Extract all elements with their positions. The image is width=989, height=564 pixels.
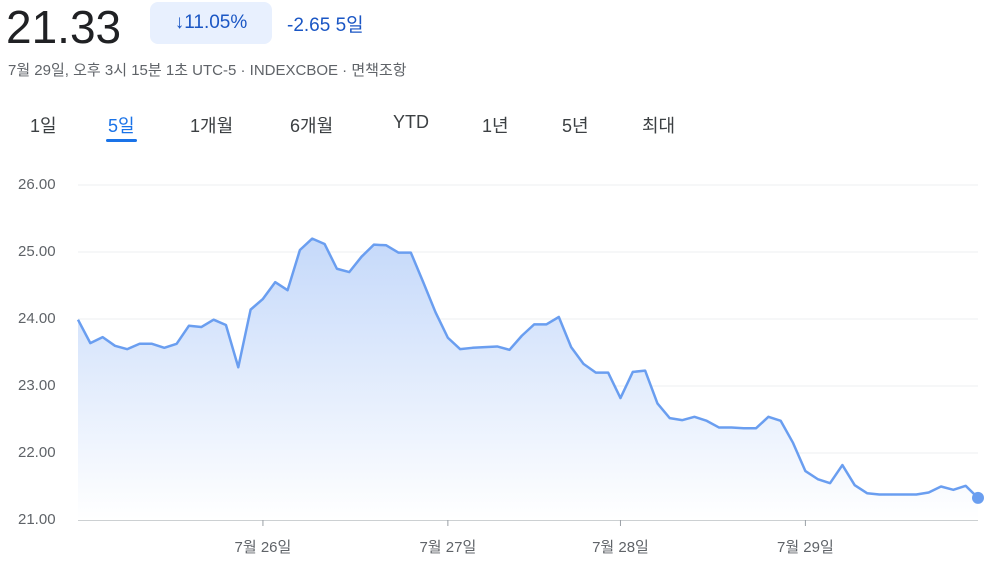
down-arrow: ↓ xyxy=(174,12,185,33)
range-tab[interactable]: 6개월 xyxy=(290,116,334,136)
area-fill xyxy=(78,238,978,520)
range-tab[interactable]: 1개월 xyxy=(190,116,234,136)
y-tick-label: 25.00 xyxy=(18,243,56,260)
x-tick-label: 7월 27일 xyxy=(419,539,476,556)
change-value: -2.65 xyxy=(287,15,331,36)
y-tick-label: 21.00 xyxy=(18,511,56,528)
range-tab[interactable]: 최대 xyxy=(642,116,676,136)
last-point xyxy=(972,491,984,504)
y-tick-label: 26.00 xyxy=(18,176,56,193)
period: 5일 xyxy=(335,15,364,36)
change-pct: 11.05% xyxy=(184,12,248,33)
range-tab[interactable]: YTD xyxy=(393,112,429,132)
range-tab[interactable]: 5년 xyxy=(562,116,589,136)
change: -2.65 5일 xyxy=(287,10,364,37)
y-tick-label: 23.00 xyxy=(18,377,56,394)
x-tick-label: 7월 29일 xyxy=(777,539,834,556)
change-badge: ↓ 11.05% xyxy=(150,2,272,44)
range-tab[interactable]: 1일 xyxy=(30,116,57,136)
price: 21.33 xyxy=(6,1,122,53)
y-tick-label: 22.00 xyxy=(18,444,56,461)
range-tab[interactable]: 5일 xyxy=(106,112,137,142)
x-tick-label: 7월 26일 xyxy=(235,539,292,556)
x-tick-label: 7월 28일 xyxy=(592,539,649,556)
y-tick-label: 24.00 xyxy=(18,310,56,327)
range-tab[interactable]: 1년 xyxy=(482,116,509,136)
subtitle: 7월 29일, 오후 3시 15분 1초 UTC-5 · INDEXCBOE ·… xyxy=(8,62,407,79)
price-line xyxy=(76,237,979,499)
